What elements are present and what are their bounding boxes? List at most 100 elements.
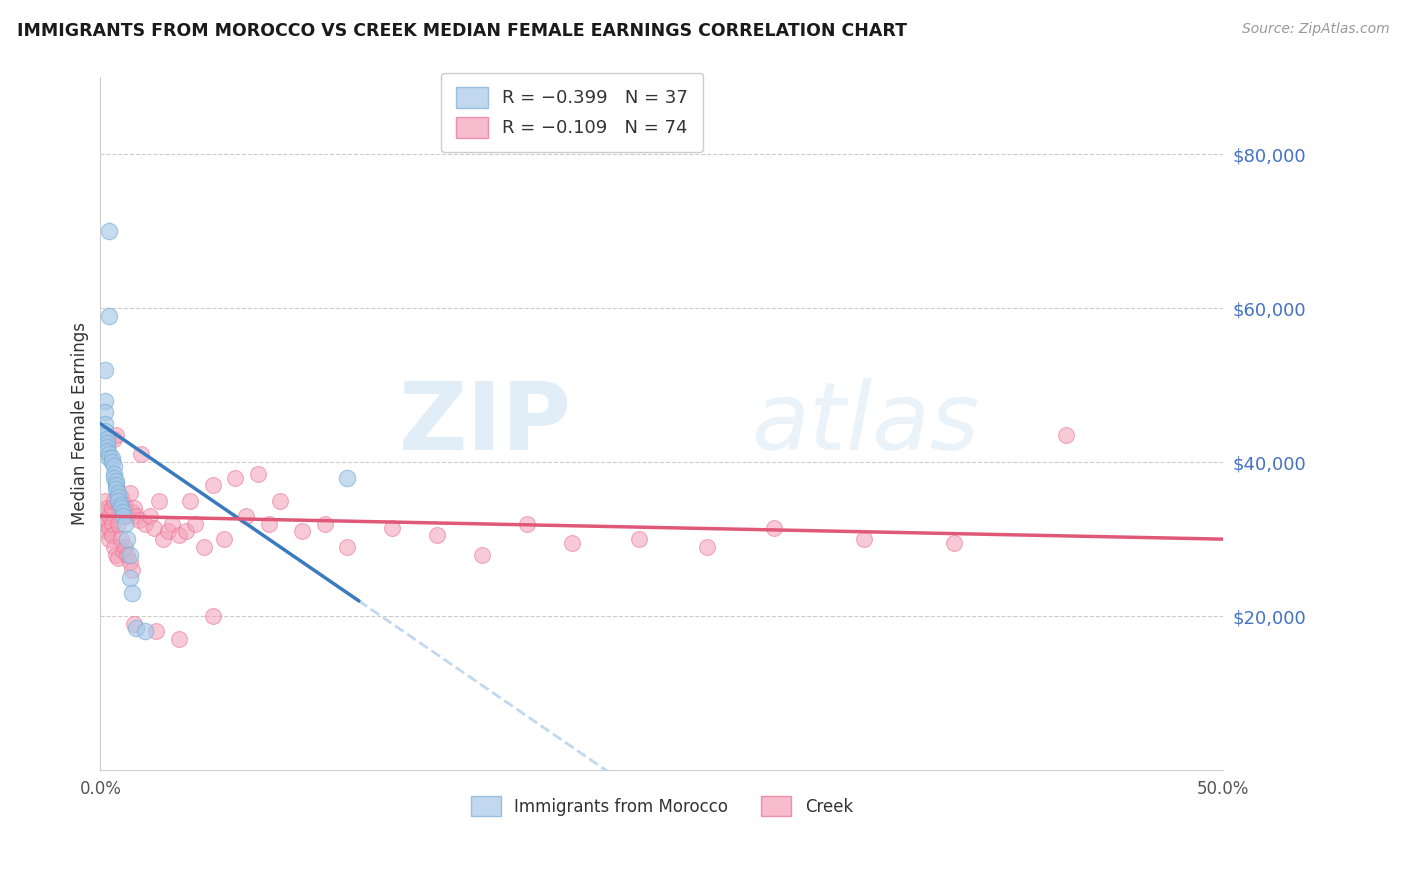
Point <box>114 540 136 554</box>
Point <box>100 528 122 542</box>
Point <box>107 516 129 531</box>
Point <box>121 505 143 519</box>
Point <box>114 498 136 512</box>
Point <box>103 432 125 446</box>
Point <box>103 493 125 508</box>
Point <box>117 548 139 562</box>
Point <box>105 478 128 492</box>
Y-axis label: Median Female Earnings: Median Female Earnings <box>72 322 89 525</box>
Point <box>122 616 145 631</box>
Point <box>336 540 359 554</box>
Point <box>94 363 117 377</box>
Point <box>118 555 141 569</box>
Point <box>98 448 121 462</box>
Point <box>94 505 117 519</box>
Point <box>145 624 167 639</box>
Point <box>128 513 150 527</box>
Point <box>111 505 134 519</box>
Point <box>103 467 125 481</box>
Point <box>110 490 132 504</box>
Point <box>118 486 141 500</box>
Point <box>111 543 134 558</box>
Point <box>763 520 786 534</box>
Point <box>201 478 224 492</box>
Point <box>111 501 134 516</box>
Point <box>117 532 139 546</box>
Point <box>139 509 162 524</box>
Point <box>98 532 121 546</box>
Point <box>100 455 122 469</box>
Point <box>100 451 122 466</box>
Point <box>105 428 128 442</box>
Point <box>94 393 117 408</box>
Point <box>134 516 156 531</box>
Point <box>193 540 215 554</box>
Point <box>110 532 132 546</box>
Point <box>96 432 118 446</box>
Point <box>96 440 118 454</box>
Point <box>212 532 235 546</box>
Point <box>105 478 128 492</box>
Point <box>152 532 174 546</box>
Point <box>125 621 148 635</box>
Point <box>96 524 118 539</box>
Point <box>105 548 128 562</box>
Point <box>167 632 190 647</box>
Point <box>118 548 141 562</box>
Point <box>160 516 183 531</box>
Point <box>122 501 145 516</box>
Point <box>107 490 129 504</box>
Point <box>98 520 121 534</box>
Point <box>98 451 121 466</box>
Point <box>94 493 117 508</box>
Point <box>156 524 179 539</box>
Point <box>103 470 125 484</box>
Point <box>628 532 651 546</box>
Point <box>291 524 314 539</box>
Point <box>174 524 197 539</box>
Text: IMMIGRANTS FROM MOROCCO VS CREEK MEDIAN FEMALE EARNINGS CORRELATION CHART: IMMIGRANTS FROM MOROCCO VS CREEK MEDIAN … <box>17 22 907 40</box>
Point <box>96 436 118 450</box>
Point <box>110 501 132 516</box>
Text: Source: ZipAtlas.com: Source: ZipAtlas.com <box>1241 22 1389 37</box>
Point <box>134 624 156 639</box>
Point <box>98 509 121 524</box>
Point <box>696 540 718 554</box>
Point <box>107 493 129 508</box>
Point <box>105 475 128 489</box>
Point <box>94 516 117 531</box>
Point <box>314 516 336 531</box>
Point <box>107 551 129 566</box>
Point <box>1054 428 1077 442</box>
Point <box>269 493 291 508</box>
Point <box>105 482 128 496</box>
Point <box>143 520 166 534</box>
Point <box>107 486 129 500</box>
Point <box>103 540 125 554</box>
Point <box>852 532 875 546</box>
Point <box>179 493 201 508</box>
Point <box>201 609 224 624</box>
Point <box>336 470 359 484</box>
Point <box>561 536 583 550</box>
Point <box>167 528 190 542</box>
Point <box>96 443 118 458</box>
Point <box>94 425 117 439</box>
Point <box>426 528 449 542</box>
Point <box>121 586 143 600</box>
Point <box>114 516 136 531</box>
Point <box>100 501 122 516</box>
Legend: Immigrants from Morocco, Creek: Immigrants from Morocco, Creek <box>463 788 862 824</box>
Point <box>98 224 121 238</box>
Point <box>516 516 538 531</box>
Point <box>118 571 141 585</box>
Point <box>107 493 129 508</box>
Point <box>471 548 494 562</box>
Point <box>183 516 205 531</box>
Point <box>129 448 152 462</box>
Point <box>148 493 170 508</box>
Point <box>103 458 125 473</box>
Point <box>117 509 139 524</box>
Point <box>94 417 117 431</box>
Point <box>110 498 132 512</box>
